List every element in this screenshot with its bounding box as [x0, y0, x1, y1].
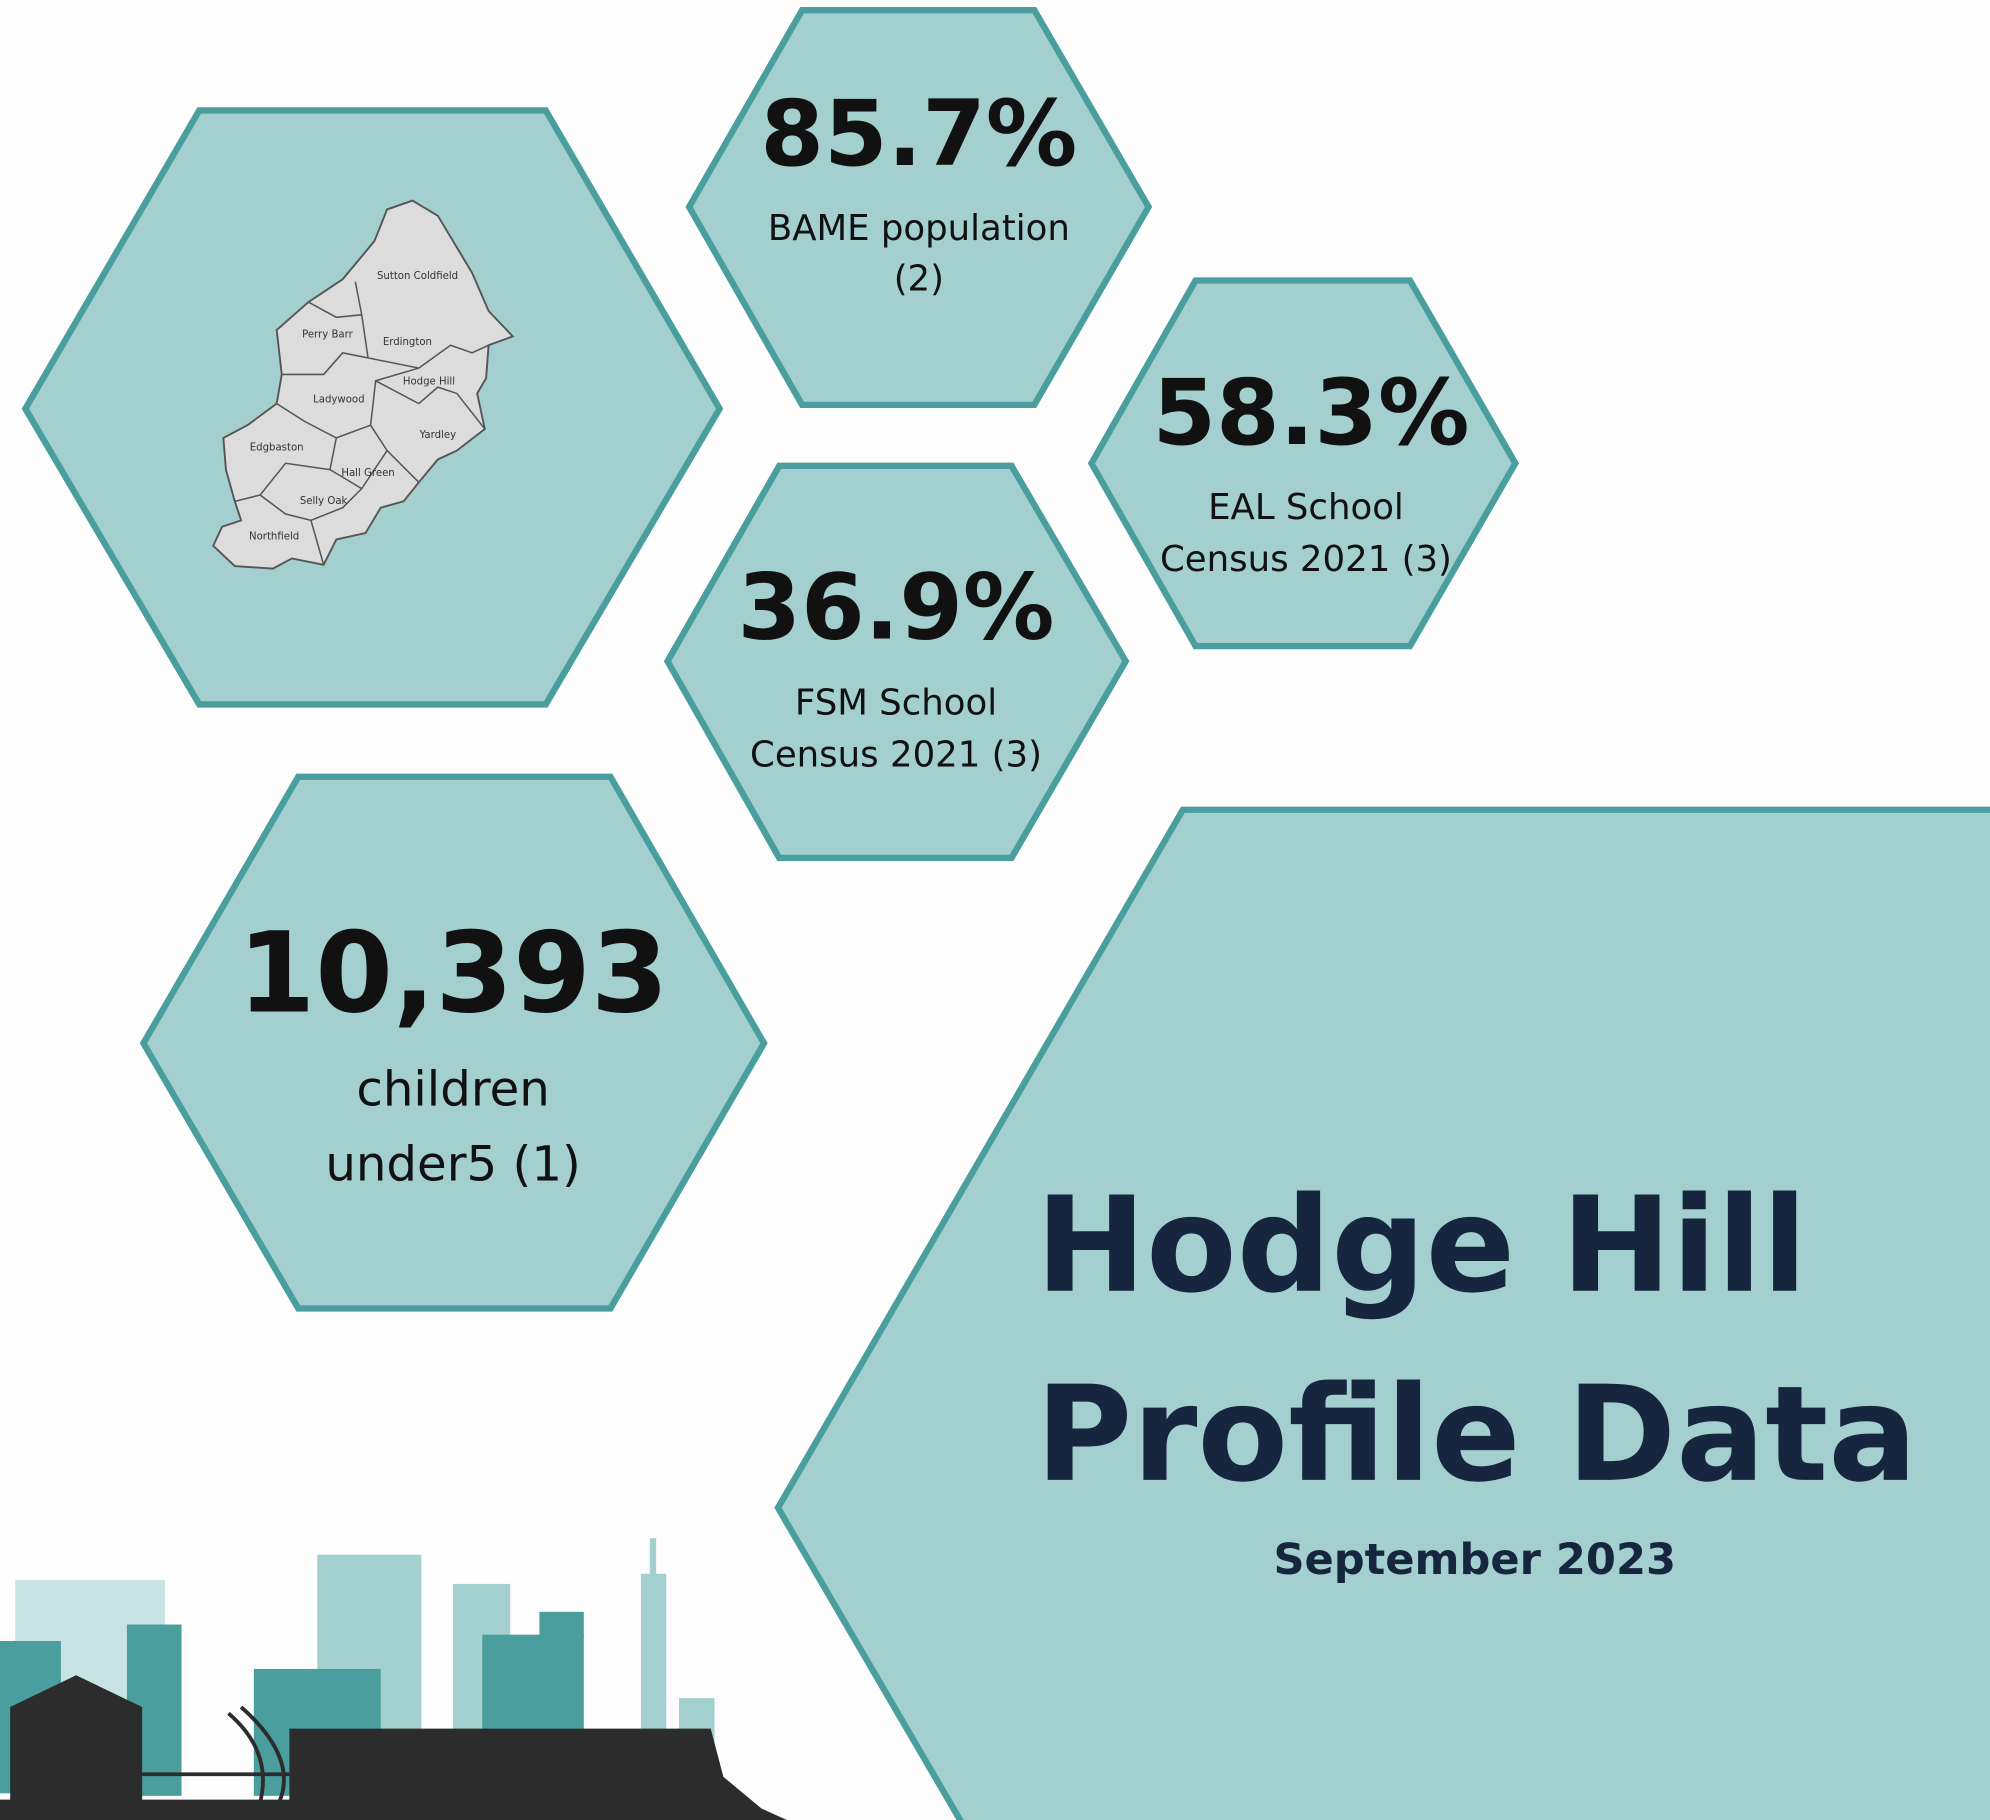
- subtitle: September 2023: [1273, 1535, 1676, 1585]
- map-label: Ladywood: [313, 394, 364, 405]
- stat-hexagon: [663, 462, 1130, 862]
- map-label: Northfield: [249, 531, 299, 542]
- stat-label: (2): [894, 259, 944, 300]
- stat-label: FSM School: [795, 683, 997, 724]
- title: Profile Data: [1036, 1358, 1918, 1512]
- stat-label: children: [356, 1061, 549, 1117]
- map-label: Hall Green: [341, 468, 394, 479]
- stat-label: under5 (1): [325, 1136, 581, 1192]
- map-label: Hodge Hill: [403, 377, 455, 388]
- map-label: Selly Oak: [300, 496, 348, 507]
- map-label: Yardley: [419, 430, 456, 441]
- stat-value: 36.9%: [738, 553, 1055, 660]
- stat-label: EAL School: [1208, 487, 1404, 528]
- stat-hexagon: [1087, 277, 1520, 650]
- stat-label: Census 2021 (3): [1160, 539, 1452, 580]
- stat-value: 85.7%: [760, 80, 1077, 187]
- stat-hexagon: [685, 7, 1153, 409]
- stat-label: Census 2021 (3): [750, 735, 1042, 776]
- stat-value: 58.3%: [1153, 359, 1470, 466]
- stat-hexagon: [139, 773, 768, 1312]
- title: Hodge Hill: [1036, 1169, 1808, 1323]
- map-label: Edgbaston: [250, 443, 304, 454]
- map-label: Sutton Coldfield: [377, 271, 458, 282]
- skyline: [0, 1538, 787, 1820]
- map-label: Perry Barr: [302, 330, 354, 341]
- stat-value: 10,393: [238, 909, 669, 1039]
- title-hexagon: [774, 806, 1990, 1820]
- map-label: Erdington: [383, 337, 432, 348]
- district-map: Sutton Coldfield Perry Barr Erdington Ho…: [212, 199, 515, 570]
- stat-label: BAME population: [768, 208, 1070, 249]
